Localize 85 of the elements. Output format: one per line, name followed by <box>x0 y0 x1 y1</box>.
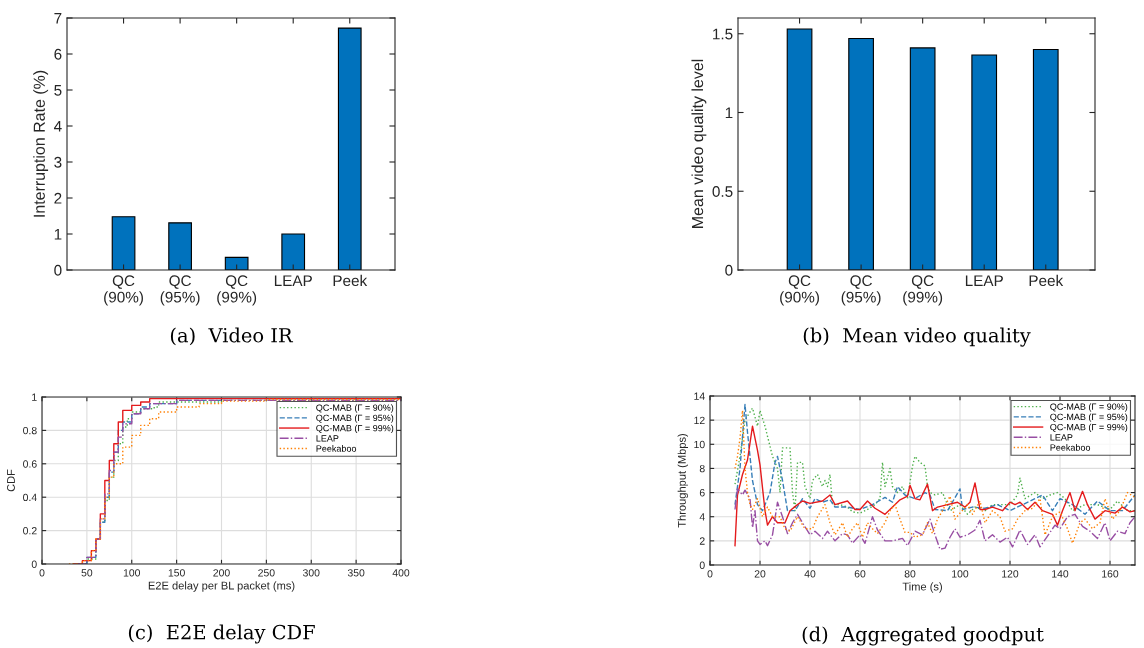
x-tick-label: 300 <box>302 569 320 577</box>
y-tick-label: 0.8 <box>23 426 37 435</box>
x-tick-label: 200 <box>213 569 230 577</box>
y-tick-label: 1 <box>32 393 37 401</box>
line-series <box>734 488 1135 551</box>
x-tick-label: 100 <box>123 569 141 577</box>
legend-label: LEAP <box>316 435 339 442</box>
x-tick-label: 120 <box>1002 570 1019 578</box>
y-tick-label: 6 <box>699 489 705 497</box>
legend-label: QC-MAB (Γ = 90%) <box>1050 403 1128 412</box>
x-tick-label: Peek <box>333 274 368 287</box>
x-tick-label: QC (95%) <box>841 275 881 306</box>
x-tick-label: QC (95%) <box>160 275 200 306</box>
y-tick-label: 0 <box>54 264 62 276</box>
x-tick-label: 50 <box>81 569 93 577</box>
x-tick-label: 400 <box>392 569 410 577</box>
y-tick-label: 1.5 <box>713 28 733 40</box>
legend-label: QC-MAB (Γ = 95%) <box>316 414 394 423</box>
y-axis-title: Throughput (Mbps) <box>677 433 688 528</box>
y-tick-label: 8 <box>699 464 705 473</box>
y-tick-label: 3 <box>54 156 62 168</box>
y-tick-label: 12 <box>694 416 705 424</box>
legend-label: LEAP <box>1050 434 1073 441</box>
y-tick-label: 0 <box>699 561 705 569</box>
text: (d) Aggregated goodput <box>802 626 1044 646</box>
y-tick-label: 1 <box>54 229 62 240</box>
legend-label: QC-MAB (Γ = 90%) <box>316 404 394 413</box>
text: (a) Video IR <box>170 327 294 346</box>
x-tick-label: LEAP <box>274 275 312 286</box>
legend-label: Peekaboo <box>316 445 357 452</box>
y-tick-label: 6 <box>54 48 62 60</box>
x-tick-label: 350 <box>347 569 365 577</box>
x-tick-label: 150 <box>168 569 185 577</box>
bar <box>1032 48 1059 270</box>
y-tick-label: 0.4 <box>23 493 37 502</box>
y-tick-label: 0.6 <box>23 460 37 468</box>
bar <box>909 47 936 270</box>
x-tick-label: 0 <box>39 569 45 577</box>
x-tick-label: 250 <box>258 569 275 577</box>
x-tick-label: 100 <box>952 570 969 578</box>
x-tick-label: 0 <box>707 570 713 578</box>
bar <box>337 27 362 270</box>
bar <box>111 216 136 270</box>
y-axis-title: Mean video quality level <box>691 59 707 228</box>
bar <box>848 37 874 270</box>
y-tick-label: 0.5 <box>712 186 733 197</box>
y-tick-label: 0 <box>31 560 37 568</box>
x-tick-label: QC (99%) <box>217 275 257 306</box>
y-tick-label: 14 <box>694 392 705 400</box>
x-tick-label: Peek <box>1029 274 1064 287</box>
y-tick-label: 4 <box>53 121 62 132</box>
y-tick-label: 5 <box>54 85 62 96</box>
text: (c) E2E delay CDF <box>128 624 315 644</box>
x-tick-label: LEAP <box>965 275 1003 286</box>
legend-label: QC-MAB (Γ = 95%) <box>1050 413 1128 422</box>
bar <box>168 222 192 270</box>
y-axis-title: CDF <box>7 469 15 492</box>
x-tick-label: 40 <box>804 570 816 578</box>
y-tick-label: 7 <box>54 13 62 24</box>
x-axis-title: E2E delay per BL packet (ms) <box>148 581 295 592</box>
x-tick-label: QC (99%) <box>903 275 943 306</box>
y-tick-label: 0 <box>725 264 733 276</box>
x-axis-title: Time (s) <box>902 582 942 593</box>
y-tick-label: 10 <box>694 440 705 449</box>
text: (b) Mean video quality <box>803 327 1031 347</box>
y-tick-label: 0.2 <box>23 527 37 535</box>
x-tick-label: 60 <box>854 570 866 578</box>
x-tick-label: 80 <box>904 570 916 578</box>
x-tick-label: QC (90%) <box>780 275 819 306</box>
y-tick-label: 2 <box>699 537 705 545</box>
x-tick-label: QC (90%) <box>104 275 143 306</box>
x-tick-label: 140 <box>1052 570 1069 578</box>
y-tick-label: 2 <box>54 192 62 204</box>
y-axis-title: Interruption Rate (%) <box>33 70 49 217</box>
bar <box>281 233 306 270</box>
y-tick-label: 1 <box>725 107 733 119</box>
y-tick-label: 4 <box>699 513 705 521</box>
x-tick-label: 20 <box>754 570 766 578</box>
legend-label: QC-MAB (Γ = 99%) <box>1050 423 1128 433</box>
bar <box>224 256 249 270</box>
x-tick-label: 160 <box>1102 570 1119 578</box>
bar <box>971 54 998 270</box>
legend-label: Peekaboo <box>1050 444 1091 451</box>
legend-label: QC-MAB (Γ = 99%) <box>316 424 394 434</box>
bar <box>786 28 813 270</box>
